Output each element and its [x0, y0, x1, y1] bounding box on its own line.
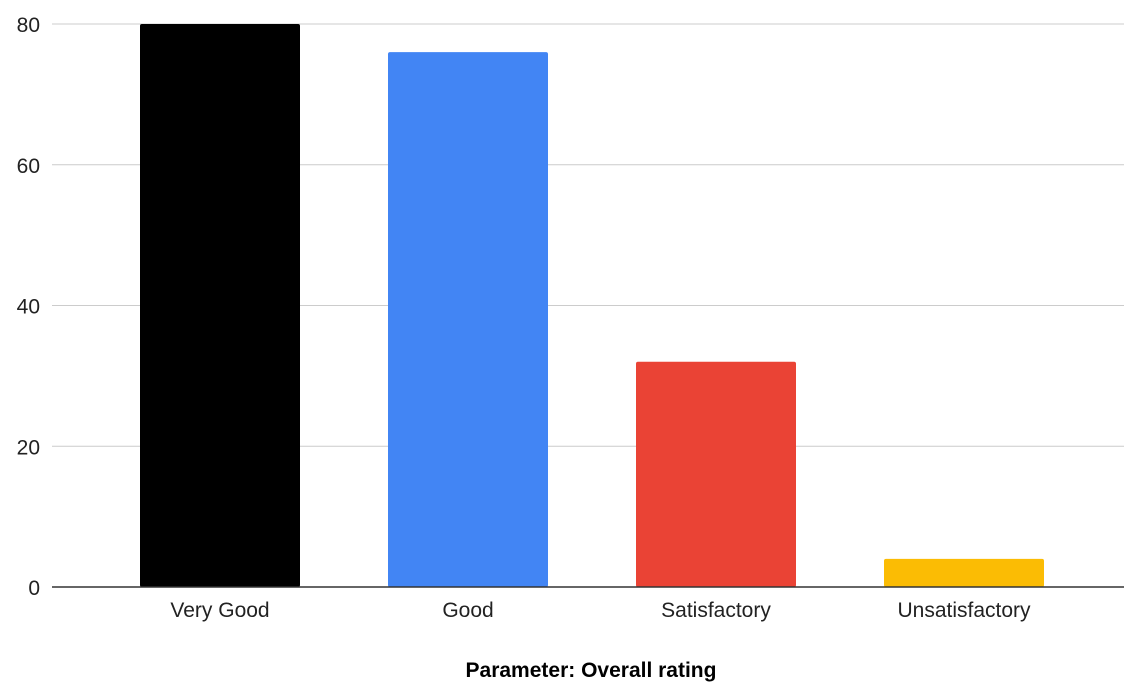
y-tick-label: 20 — [17, 436, 40, 459]
x-axis-categories: Very Good Good Satisfactory Unsatisfactory — [170, 599, 1031, 622]
y-tick-label: 80 — [17, 14, 40, 37]
y-axis-ticks: 0 20 40 60 80 — [17, 14, 40, 600]
x-category-label: Satisfactory — [661, 599, 771, 622]
bar-satisfactory — [636, 361, 796, 587]
x-axis-title: Parameter: Overall rating — [466, 659, 717, 682]
x-category-label: Very Good — [170, 599, 269, 622]
y-tick-label: 60 — [17, 155, 40, 178]
bar-very-good — [140, 24, 300, 587]
y-tick-label: 0 — [28, 577, 40, 600]
bars — [140, 24, 1044, 587]
y-tick-label: 40 — [17, 296, 40, 319]
x-category-label: Unsatisfactory — [897, 599, 1031, 622]
bar-unsatisfactory — [884, 558, 1044, 587]
x-category-label: Good — [442, 599, 493, 622]
bar-good — [388, 52, 548, 587]
